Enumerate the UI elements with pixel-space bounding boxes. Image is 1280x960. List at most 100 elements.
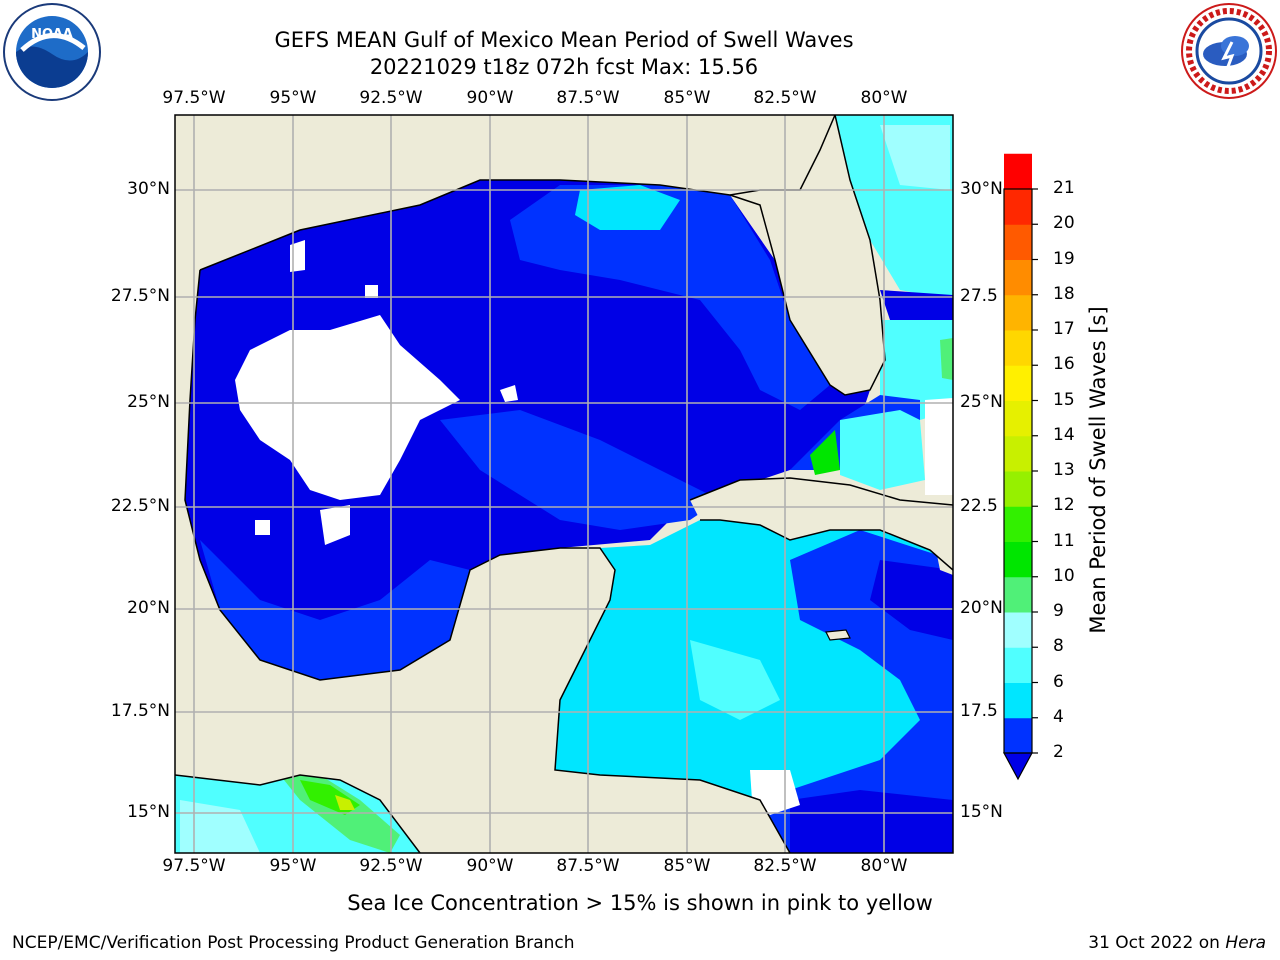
colorbar-segment: [1004, 330, 1032, 366]
strait-cyan: [840, 410, 925, 490]
colorbar-segment: [1004, 541, 1032, 578]
colorbar-tick-label: 2: [1053, 742, 1064, 762]
lon-label-bottom: 95°W: [269, 856, 317, 876]
cuba-land: [690, 478, 953, 570]
lon-label-top: 90°W: [466, 88, 514, 108]
colorbar-tick-label: 19: [1053, 248, 1075, 269]
colorbar-segment: [1004, 189, 1032, 225]
colorbar-segment: [1004, 153, 1032, 190]
no-data-central: [235, 315, 460, 500]
colorbar-tick-label: 21: [1053, 178, 1075, 198]
colorbar-tick-label: 6: [1053, 671, 1064, 692]
colorbar-tick-label: 9: [1053, 601, 1064, 621]
usa-land: [175, 115, 835, 560]
colorbar-segment: [1004, 717, 1032, 754]
colorbar-extend-triangle: [1002, 752, 1034, 781]
lat-label-right: 15°N: [960, 802, 1003, 822]
lon-label-top: 80°W: [860, 88, 908, 108]
colorbar-tick-label: 13: [1053, 460, 1075, 480]
caribbean-light: [690, 640, 780, 720]
bahamas-water: [880, 320, 953, 420]
colorbar-segment: [1004, 682, 1032, 719]
lat-label-left: 15°N: [127, 802, 170, 822]
no-data-spot2: [255, 520, 270, 535]
colorbar-segment: [1004, 576, 1032, 613]
atlantic-blue: [880, 290, 953, 320]
strait-green: [810, 430, 840, 475]
colorbar-segment: [1004, 224, 1032, 260]
colorbar-segment: [1004, 647, 1032, 683]
colorbar-tick-label: 15: [1053, 389, 1075, 410]
colorbar-segment: [1004, 471, 1032, 507]
colorbar-segment: [1004, 365, 1032, 401]
colorbar-tick-label: 8: [1053, 636, 1064, 657]
colorbar-tick-label: 4: [1053, 706, 1064, 727]
lon-label-bottom: 92.5°W: [359, 856, 423, 876]
lat-label-left: 25°N: [127, 392, 170, 412]
colorbar-tick-label: 10: [1053, 565, 1075, 586]
lon-label-top: 85°W: [663, 88, 711, 108]
plot-frame: [174, 114, 954, 854]
no-data-spot5: [500, 385, 518, 402]
florida-land: [730, 115, 885, 395]
colorbar-segment: [1004, 259, 1032, 296]
lat-label-right: 20°N: [960, 598, 1003, 618]
pacific-yellow: [335, 795, 355, 810]
lat-label-left: 30°N: [127, 179, 170, 199]
footer-credit: NCEP/EMC/Verification Post Processing Pr…: [12, 933, 575, 953]
gridlines: [175, 115, 953, 853]
lon-label-bottom: 90°W: [466, 856, 514, 876]
bahamas-green: [940, 338, 953, 380]
colorbar-segment: [1004, 400, 1032, 437]
caribbean-deep3: [790, 790, 953, 853]
chart-subtitle: 20221029 t18z 072h fcst Max: 15.56: [369, 55, 759, 79]
lat-label-left: 22.5°N: [110, 496, 170, 516]
colorbar-tick-label: 16: [1053, 354, 1075, 375]
gulf-shelf-ne: [510, 185, 830, 410]
colorbar-tick-label: 11: [1053, 530, 1075, 551]
colorbar-title: Mean Period of Swell Waves [s]: [1086, 306, 1110, 634]
colorbar-tick-label: 17: [1053, 319, 1075, 339]
colorbar-tick-label: 18: [1053, 283, 1075, 304]
colorbar-segment: [1004, 612, 1032, 648]
colorbar: [1002, 153, 1038, 781]
gulf-mid-band: [440, 410, 720, 530]
lon-label-top: 97.5°W: [162, 88, 226, 108]
lat-label-right: 22.5: [960, 496, 998, 516]
lat-label-right: 17.5: [960, 701, 998, 721]
gulf-cyan-ne: [575, 185, 680, 230]
lon-label-top: 92.5°W: [359, 88, 423, 108]
chart-title: GEFS MEAN Gulf of Mexico Mean Period of …: [274, 28, 854, 52]
lon-label-bottom: 80°W: [860, 856, 908, 876]
central-america-land: [175, 560, 440, 853]
colorbar-segment: [1004, 506, 1032, 542]
lon-label-bottom: 87.5°W: [556, 856, 620, 876]
lon-label-bottom: 85°W: [663, 856, 711, 876]
lat-label-right: 30°N: [960, 179, 1003, 199]
lat-label-left: 17.5°N: [110, 701, 170, 721]
jamaica-island: [825, 629, 851, 641]
colorbar-tick-label: 12: [1053, 495, 1075, 516]
atlantic-lightest: [880, 125, 950, 190]
coastlines: [175, 115, 953, 853]
footer-date: 31 Oct 2022 on Hera: [1088, 933, 1266, 953]
lon-label-top: 87.5°W: [556, 88, 620, 108]
lat-label-right: 25°N: [960, 392, 1003, 412]
colorbar-tick-label: 14: [1053, 424, 1075, 445]
caribbean-deep2: [870, 560, 953, 640]
colorbar-segment: [1004, 294, 1032, 331]
yucatan-land: [320, 548, 790, 853]
lon-label-top: 95°W: [269, 88, 317, 108]
gulf-shelf-nw: [200, 540, 470, 680]
lon-label-bottom: 97.5°W: [162, 856, 226, 876]
footer-machine: Hera: [1225, 933, 1266, 953]
no-data-spot1: [365, 285, 378, 298]
noaa-logo: NOAA: [2, 2, 102, 106]
lon-label-top: 82.5°W: [753, 88, 817, 108]
lon-label-bottom: 82.5°W: [753, 856, 817, 876]
colorbar-segment: [1004, 435, 1032, 472]
bahamas-white: [925, 398, 953, 495]
svg-text:NOAA: NOAA: [31, 27, 73, 42]
nws-logo: [1180, 2, 1278, 104]
no-data-spot3: [320, 505, 350, 545]
